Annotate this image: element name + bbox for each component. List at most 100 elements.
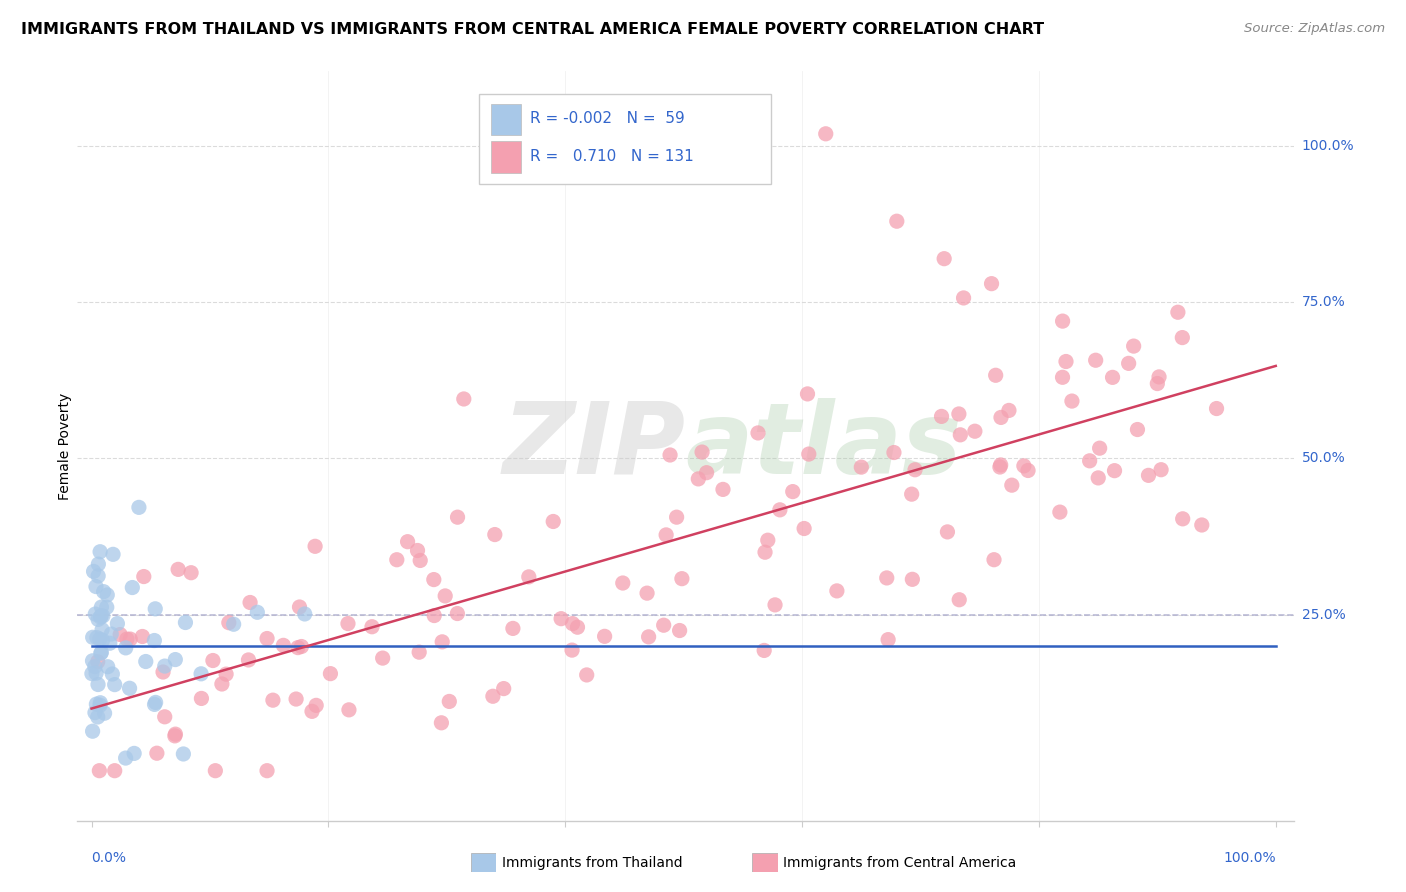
Point [108,627,131,641]
Point [439,694,461,708]
Point [385,553,408,567]
Point [361,620,384,634]
Point [575,668,598,682]
Text: atlas: atlas [686,398,962,494]
Text: 100.0%: 100.0% [1223,851,1275,865]
Point [1171,330,1194,344]
Point [143,633,166,648]
Point [1054,354,1077,368]
Point [132,569,155,583]
Point [238,653,260,667]
Point [83,565,105,579]
Point [877,632,900,647]
Point [1084,353,1107,368]
Point [287,640,309,655]
Text: R =   0.710   N = 131: R = 0.710 N = 131 [530,149,693,163]
Point [1060,394,1083,409]
Point [886,214,908,228]
Point [1146,376,1168,391]
Point [121,581,143,595]
Point [763,598,786,612]
Point [432,635,454,649]
Point [97,659,120,673]
Point [101,667,124,681]
Point [319,666,342,681]
Point [89,610,111,624]
Point [502,621,524,635]
Point [167,562,190,576]
Point [172,747,194,761]
Point [665,510,688,524]
Point [288,600,311,615]
Text: 75.0%: 75.0% [1302,295,1346,310]
Point [96,588,118,602]
Point [93,584,115,599]
Point [1101,370,1123,384]
Point [371,651,394,665]
Point [1001,478,1024,492]
Point [80,666,103,681]
Point [89,545,111,559]
Point [91,633,114,648]
Point [825,583,848,598]
Point [190,691,212,706]
Point [190,666,212,681]
Point [1126,423,1149,437]
Point [561,643,583,657]
Point [1012,458,1035,473]
Point [948,407,970,421]
Point [135,655,157,669]
Point [122,747,145,761]
Point [636,586,658,600]
Point [153,659,176,673]
Text: 25.0%: 25.0% [1302,607,1346,622]
Point [754,643,776,657]
Point [90,609,112,624]
Text: ZIP: ZIP [502,398,686,494]
Text: 50.0%: 50.0% [1302,451,1346,466]
Point [423,608,446,623]
Point [1017,463,1039,477]
Point [143,602,166,616]
Point [1191,518,1213,533]
Point [96,600,118,615]
Point [82,654,104,668]
Point [1122,339,1144,353]
FancyBboxPatch shape [491,103,522,135]
Point [82,630,104,644]
Point [87,710,110,724]
Point [446,510,468,524]
Point [936,524,959,539]
Point [434,589,457,603]
Text: Immigrants from Thailand: Immigrants from Thailand [502,855,682,870]
Text: 0.0%: 0.0% [91,851,127,865]
Point [152,665,174,679]
Point [984,368,1007,383]
Point [983,552,1005,566]
Point [118,681,141,696]
Point [128,500,150,515]
Point [145,695,167,709]
Point [285,692,308,706]
Point [87,677,110,691]
Point [550,612,572,626]
Point [949,427,972,442]
Point [131,630,153,644]
Point [90,646,112,660]
Point [115,632,138,647]
Point [754,545,776,559]
Point [93,706,115,721]
Point [1137,468,1160,483]
Point [430,715,453,730]
Point [114,751,136,765]
Point [82,724,104,739]
Point [612,576,634,591]
Point [218,615,240,630]
Point [153,710,176,724]
Point [163,729,186,743]
Point [256,632,278,646]
Point [990,458,1012,472]
Point [165,727,187,741]
Point [883,445,905,459]
Point [409,553,432,567]
